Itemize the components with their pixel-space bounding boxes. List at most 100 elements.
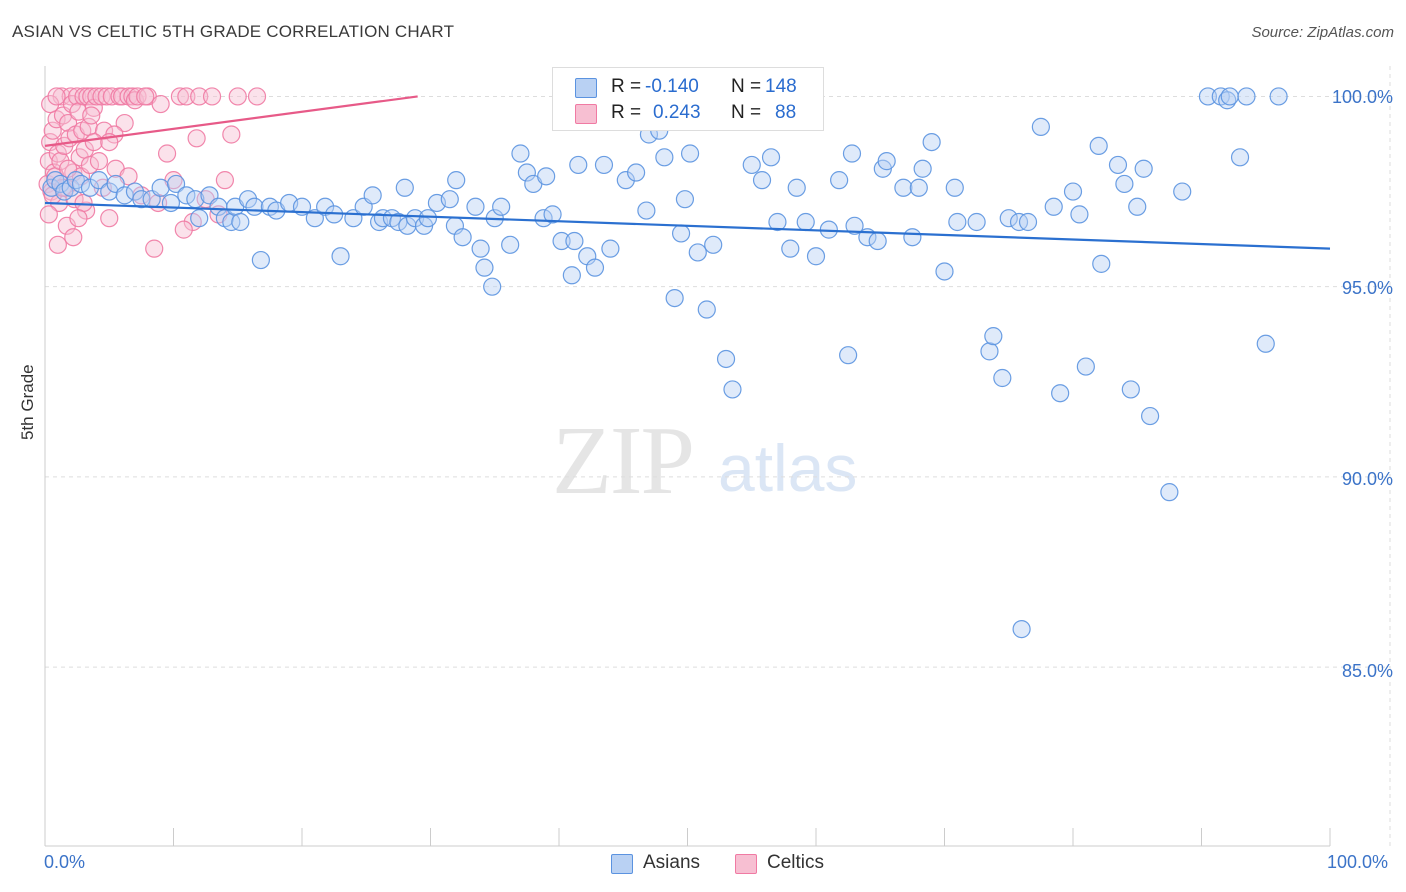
trend-lines (44, 95, 1331, 250)
asian-point (100, 182, 119, 201)
asian-point (395, 178, 414, 197)
asian-point (1230, 148, 1250, 167)
asian-point (761, 148, 781, 167)
asian-point (1031, 117, 1050, 136)
asian-point (552, 231, 571, 251)
asian-point (616, 171, 635, 190)
celtic-point (174, 220, 193, 239)
asian-point (993, 368, 1012, 388)
asian-point (1115, 174, 1134, 194)
asian-point (1121, 380, 1140, 399)
asian-point (742, 155, 761, 175)
asian-point (704, 235, 723, 254)
asian-point (483, 277, 502, 296)
asian-point (781, 239, 800, 258)
asian-point (675, 190, 695, 209)
asian-point (125, 182, 145, 201)
watermark-atlas: atlas (718, 431, 858, 505)
legend-celtics-label: Celtics (767, 852, 825, 873)
asian-point (868, 231, 887, 251)
celtic-point (43, 121, 62, 140)
celtic-r-value: 0.243 (653, 102, 701, 123)
celtic-point (222, 125, 241, 144)
asian-point (492, 197, 511, 216)
celtic-point (47, 87, 66, 106)
celtic-point (74, 193, 93, 213)
asian-point (331, 247, 350, 266)
celtic-point (64, 228, 83, 247)
asian-point (913, 159, 932, 178)
asian-point (565, 231, 584, 251)
celtic-point (157, 144, 177, 163)
celtic-point (92, 87, 111, 106)
asian-point (161, 193, 181, 213)
asian-point (984, 327, 1003, 346)
celtic-point (82, 87, 101, 106)
source-credit: Source: ZipAtlas.com (1251, 24, 1394, 41)
asian-point (543, 205, 562, 224)
asian-point (839, 346, 858, 365)
asian-r-value: -0.140 (645, 76, 699, 97)
y-tick-label: 95.0% (1341, 278, 1393, 298)
asian-point (922, 132, 941, 152)
asian-point (238, 190, 258, 209)
asian-point (655, 148, 674, 167)
asian-point (1220, 87, 1239, 106)
celtic-point (202, 87, 222, 106)
celtic-point (87, 87, 106, 106)
asian-point (245, 197, 264, 216)
celtic-r-label: R = (611, 102, 642, 123)
celtic-point (115, 113, 134, 133)
asian-point (1092, 254, 1111, 273)
asian-point (688, 243, 707, 262)
celtic-point (100, 209, 119, 228)
legend-asians-label: Asians (643, 852, 701, 873)
asian-point (626, 163, 646, 182)
celtic-point (190, 87, 209, 106)
stats-box: R = -0.140 N = 148 R = 0.243 N = 88 (552, 67, 824, 131)
celtic-point (95, 121, 114, 140)
asian-point (471, 239, 490, 258)
asian-point (980, 342, 999, 361)
celtic-point (247, 87, 267, 106)
asian-point (1018, 212, 1038, 232)
axes (44, 66, 1331, 847)
asian-point (796, 212, 815, 232)
celtic-point (89, 152, 109, 171)
asian-point (562, 266, 581, 285)
celtic-point (151, 94, 170, 114)
asian-point (1089, 136, 1108, 156)
celtic-point (51, 152, 70, 171)
celtic-point (136, 87, 155, 106)
asian-point (1051, 384, 1070, 403)
asian-point (1269, 87, 1288, 106)
watermark-zip: ZIP (552, 407, 695, 515)
celtic-point (82, 106, 101, 125)
asian-point (909, 178, 928, 197)
asian-point (903, 228, 922, 247)
asian-point (671, 224, 691, 243)
asian-point (967, 212, 986, 232)
asian-point (305, 209, 324, 228)
celtic-point (74, 87, 93, 106)
asian-point (830, 171, 849, 190)
asian-point (466, 197, 485, 216)
asian-point (511, 144, 530, 163)
asian-point (594, 155, 614, 175)
asian-point (1128, 197, 1147, 216)
asian-swatch (575, 78, 597, 98)
asian-point (166, 174, 186, 194)
legend-celtics-swatch (735, 854, 757, 874)
asian-point (768, 212, 787, 232)
celtic-point (84, 132, 103, 152)
asian-point (475, 258, 494, 277)
celtic-point (97, 87, 116, 106)
asian-point (948, 212, 967, 232)
asian-point (723, 380, 742, 399)
asian-point (877, 152, 896, 171)
asian-point (251, 250, 270, 270)
asian-point (231, 212, 250, 232)
legend-asians-swatch (611, 854, 633, 874)
celtic-trend-line (44, 95, 418, 147)
asian-point (945, 178, 964, 197)
